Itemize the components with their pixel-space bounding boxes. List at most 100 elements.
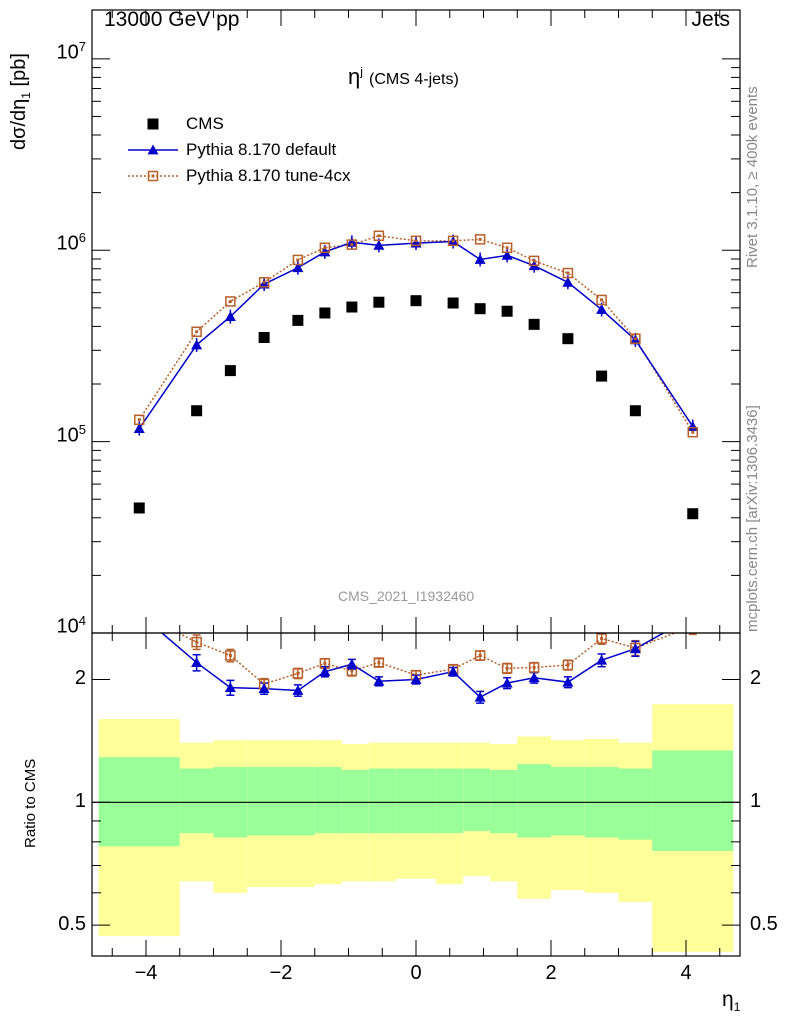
ratio-default-point-16 — [687, 611, 698, 621]
cms-point-11 — [501, 305, 513, 317]
ratio-tune-4cx-point-10-dot — [478, 653, 482, 657]
band-inner-4 — [281, 767, 315, 836]
tune-4cx-point-7-dot — [377, 234, 381, 238]
band-inner-7 — [368, 768, 396, 834]
band-inner-8 — [395, 768, 437, 834]
plot-title-sub: (CMS 4-jets) — [369, 71, 459, 88]
cms-point-8 — [410, 295, 422, 307]
tune-4cx-point-5 — [319, 242, 331, 254]
tune-4cx-point-6-dot — [350, 243, 354, 247]
band-inner-1 — [179, 768, 214, 834]
rivet-label: Rivet 3.1.10, ≥ 400k events — [744, 86, 761, 268]
legend-marker-default — [147, 144, 159, 155]
cms-point-6 — [346, 301, 358, 313]
ratio-tune-4cx-point-16-dot — [691, 625, 694, 628]
tune-4cx-point-11-dot — [505, 246, 509, 250]
plot-title-sup: j — [360, 64, 363, 79]
ratio-tune-4cx-point-10 — [474, 650, 486, 661]
ratio-tune-4cx-point-14 — [596, 633, 607, 644]
ratio-tune-4cx-point-12 — [528, 662, 540, 673]
ratio-tune-4cx-point-7 — [373, 657, 385, 668]
band-inner-10 — [463, 768, 491, 832]
cms-point-15 — [629, 405, 641, 417]
mcplots-label: mcplots.cern.ch [arXiv:1306.3436] — [744, 405, 761, 632]
tune-4cx-point-14-dot — [600, 298, 604, 302]
cms-point-12 — [528, 318, 540, 330]
axes-frames — [91, 9, 741, 957]
x-tick-label-3: 2 — [545, 962, 557, 984]
default-point-1 — [191, 339, 203, 350]
ratio-tune-4cx-point-2 — [225, 650, 236, 661]
header-jets: Jets — [691, 8, 730, 31]
x-tick-label-0: −4 — [134, 962, 158, 984]
band-inner-5 — [314, 767, 342, 834]
tune-4cx-point-13 — [562, 267, 574, 279]
tune-4cx-point-12-dot — [532, 259, 536, 263]
y-bottom-tick-label-left-1: 1 — [74, 790, 86, 813]
cms-point-0 — [133, 502, 145, 514]
ratio-tune-4cx-point-12-dot — [532, 665, 536, 669]
y-bottom-tick-label-left-2: 2 — [74, 667, 86, 690]
tune-4cx-point-6 — [346, 239, 358, 250]
ratio-tune-4cx-point-11-dot — [505, 666, 509, 670]
ratio-tune-4cx-point-4 — [292, 668, 304, 679]
band-inner-11 — [490, 769, 518, 834]
ratio-default-point-13 — [562, 676, 574, 687]
x-axis-label-main: η — [722, 988, 734, 1011]
legend-marker-cms — [147, 118, 159, 130]
legend-marker-cx-dot — [151, 174, 155, 178]
band-inner-12 — [517, 764, 551, 838]
ratio-default-point-4 — [292, 684, 304, 695]
ratio-tune-4cx-point-1-dot — [195, 640, 199, 644]
band-inner-16 — [652, 750, 734, 851]
default-point-4 — [292, 262, 304, 273]
ratio-tune-4cx-point-2-dot — [228, 653, 232, 657]
tune-4cx-point-1 — [191, 326, 202, 338]
ratio-default-point-15 — [629, 643, 641, 654]
y-bottom-tick-label-left-0: 0.5 — [58, 913, 86, 936]
ratio-tune-4cx-point-7-dot — [377, 661, 381, 665]
y-top-tick-base-1: 10 — [56, 424, 79, 447]
y-top-tick-base-3: 10 — [56, 41, 79, 64]
legend-label-default: Pythia 8.170 default — [186, 140, 337, 159]
legend-label-cms: CMS — [186, 114, 224, 133]
tune-4cx-point-11 — [501, 242, 513, 254]
cms-point-14 — [596, 370, 608, 382]
cms-point-13 — [562, 333, 574, 345]
ratio-tune-4cx-point-6-dot — [350, 669, 354, 673]
x-axis-label: η1 — [722, 988, 740, 1014]
default-point-14 — [596, 304, 608, 314]
ratio-default-point-3 — [258, 683, 270, 693]
ratio-default-point-0 — [134, 608, 145, 618]
legend-markers — [128, 118, 178, 182]
cms-point-16 — [687, 508, 699, 520]
ratio-default-point-7 — [373, 675, 385, 686]
y-top-tick-label-2: 106 — [57, 230, 86, 256]
y-top-tick-exp-2: 6 — [78, 230, 86, 246]
tune-4cx-point-2-dot — [228, 299, 232, 303]
cms-point-10 — [474, 303, 486, 315]
x-axis-label-sub: 1 — [733, 1000, 741, 1015]
y-axis-label-top-sub: 1 — [19, 92, 33, 99]
x-tick-label-4: 4 — [680, 962, 692, 984]
default-point-7 — [373, 239, 385, 250]
ratio-default-point-2 — [224, 682, 236, 693]
ratio-tune-4cx-point-14-dot — [600, 637, 604, 641]
default-point-6 — [346, 236, 358, 247]
tune-4cx-point-15-dot — [633, 337, 637, 341]
ratio-default-point-5 — [319, 666, 331, 677]
y-top-tick-exp-3: 7 — [78, 38, 86, 54]
ratio-default-point-12 — [528, 672, 540, 683]
cms-point-3 — [258, 331, 270, 343]
cms-point-4 — [292, 314, 304, 326]
cms-point-2 — [224, 365, 236, 377]
x-tick-label-2: 0 — [410, 962, 422, 984]
legend-label-cx: Pythia 8.170 tune-4cx — [186, 166, 351, 185]
ratio-tune-4cx-point-11 — [501, 663, 513, 674]
tune-4cx-point-5-dot — [323, 246, 327, 250]
default-point-11 — [501, 249, 513, 260]
top-series-layer — [133, 230, 699, 520]
cms-point-1 — [191, 405, 203, 417]
y-bottom-tick-label-right-0: 0.5 — [750, 913, 778, 936]
